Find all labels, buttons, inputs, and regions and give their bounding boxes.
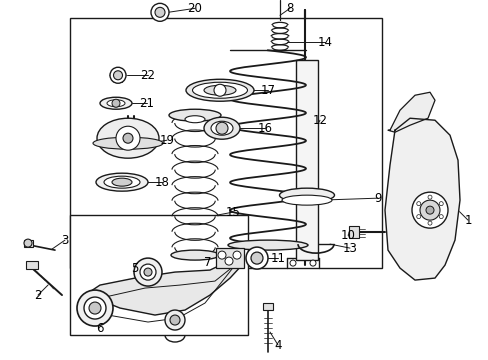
Text: 9: 9	[373, 192, 381, 204]
Ellipse shape	[96, 173, 148, 191]
Text: 15: 15	[225, 206, 240, 219]
Circle shape	[134, 258, 162, 286]
Ellipse shape	[184, 116, 204, 123]
Text: 1: 1	[463, 213, 471, 227]
Circle shape	[218, 251, 225, 259]
Bar	[26, 261, 38, 269]
Text: 12: 12	[312, 114, 327, 127]
Ellipse shape	[171, 250, 219, 260]
Text: 7: 7	[204, 256, 211, 269]
Circle shape	[151, 3, 169, 21]
Circle shape	[309, 260, 315, 266]
Text: 18: 18	[154, 176, 169, 189]
Polygon shape	[384, 118, 459, 280]
Text: 8: 8	[286, 2, 293, 15]
Text: 20: 20	[187, 2, 202, 15]
Text: 5: 5	[131, 262, 139, 275]
Polygon shape	[85, 258, 242, 315]
Circle shape	[416, 202, 420, 206]
Text: 14: 14	[317, 36, 332, 49]
Bar	[216, 248, 244, 268]
Circle shape	[438, 202, 442, 206]
Circle shape	[164, 310, 184, 330]
Ellipse shape	[112, 178, 132, 186]
Ellipse shape	[107, 100, 125, 107]
Circle shape	[419, 200, 439, 220]
Ellipse shape	[279, 188, 334, 202]
Circle shape	[123, 133, 133, 143]
Circle shape	[216, 122, 227, 134]
Ellipse shape	[203, 85, 236, 95]
Ellipse shape	[227, 240, 307, 250]
Bar	[295, 60, 317, 260]
Circle shape	[289, 260, 295, 266]
Text: 2: 2	[34, 289, 41, 302]
Ellipse shape	[104, 176, 140, 188]
Circle shape	[232, 251, 241, 259]
Text: 17: 17	[260, 84, 275, 97]
Ellipse shape	[169, 109, 221, 121]
Circle shape	[411, 192, 447, 228]
Bar	[24, 240, 33, 247]
Circle shape	[170, 315, 180, 325]
Circle shape	[112, 99, 120, 107]
Circle shape	[110, 67, 126, 83]
Circle shape	[214, 84, 225, 96]
Ellipse shape	[203, 117, 240, 139]
Circle shape	[84, 297, 106, 319]
Ellipse shape	[282, 195, 331, 205]
Bar	[263, 303, 272, 310]
Circle shape	[116, 126, 140, 150]
Text: 22: 22	[140, 69, 155, 82]
Circle shape	[224, 257, 232, 265]
Bar	[70, 215, 247, 335]
Ellipse shape	[100, 97, 132, 109]
Circle shape	[245, 247, 267, 269]
Circle shape	[427, 195, 431, 199]
Circle shape	[143, 268, 152, 276]
Circle shape	[438, 215, 442, 219]
Ellipse shape	[192, 82, 247, 98]
Circle shape	[250, 252, 263, 264]
Ellipse shape	[185, 79, 253, 101]
Circle shape	[140, 264, 156, 280]
Circle shape	[416, 215, 420, 219]
Circle shape	[155, 7, 164, 17]
Text: 4: 4	[274, 338, 281, 351]
Text: 6: 6	[96, 321, 103, 334]
Circle shape	[427, 221, 431, 225]
Text: 21: 21	[139, 97, 154, 110]
Text: 10: 10	[340, 229, 355, 242]
Ellipse shape	[210, 121, 232, 135]
Text: 3: 3	[61, 234, 68, 247]
Circle shape	[77, 290, 113, 326]
Circle shape	[425, 206, 433, 214]
Text: 19: 19	[159, 134, 174, 147]
Text: 13: 13	[342, 242, 357, 255]
Polygon shape	[387, 92, 434, 132]
Ellipse shape	[93, 137, 163, 149]
Text: 16: 16	[257, 122, 272, 135]
Circle shape	[113, 71, 122, 80]
Circle shape	[89, 302, 101, 314]
Text: 11: 11	[270, 252, 285, 265]
Bar	[348, 226, 358, 238]
Bar	[70, 18, 381, 268]
Circle shape	[24, 239, 32, 247]
Ellipse shape	[97, 118, 159, 158]
